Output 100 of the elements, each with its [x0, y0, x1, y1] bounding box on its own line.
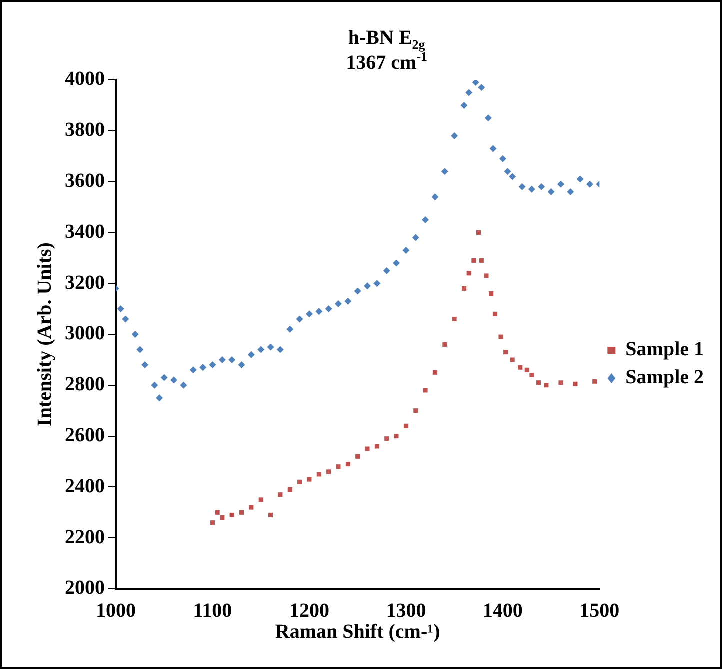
- point: [258, 498, 264, 502]
- point: [394, 434, 399, 439]
- x-axis-title: Raman Shift (cm-¹): [275, 621, 440, 644]
- point: [296, 316, 304, 323]
- point: [346, 462, 350, 467]
- point: [142, 362, 149, 369]
- point: [278, 492, 283, 498]
- point: [536, 380, 541, 386]
- point: [364, 282, 372, 290]
- point: [117, 306, 124, 313]
- point: [316, 308, 323, 316]
- point: [576, 176, 584, 183]
- point: [414, 408, 418, 414]
- y-axis-title: Intensity (Arb. Units): [34, 242, 56, 426]
- point: [484, 274, 489, 278]
- point: [592, 379, 598, 384]
- x-tick-label: 1500: [580, 600, 620, 622]
- point: [499, 155, 506, 162]
- point: [498, 334, 504, 340]
- point: [466, 89, 473, 96]
- point: [316, 472, 322, 477]
- point: [268, 512, 274, 518]
- point: [286, 326, 294, 333]
- point: [298, 480, 302, 484]
- point: [432, 370, 438, 375]
- point: [518, 365, 523, 370]
- point: [230, 512, 234, 518]
- point: [466, 271, 472, 276]
- point: [170, 376, 178, 384]
- point: [528, 186, 536, 193]
- point: [423, 388, 428, 393]
- point: [122, 316, 130, 323]
- point: [325, 306, 332, 313]
- point: [460, 102, 468, 109]
- point: [518, 183, 526, 190]
- point: [239, 510, 244, 515]
- point: [288, 487, 292, 492]
- point: [220, 515, 225, 520]
- point: [558, 380, 564, 386]
- point: [210, 520, 215, 526]
- point: [249, 505, 254, 510]
- point: [228, 356, 236, 364]
- point: [336, 464, 341, 470]
- point: [452, 316, 457, 322]
- y-tick-label: 4000: [65, 68, 105, 90]
- point: [326, 470, 332, 474]
- x-tick-label: 1100: [193, 600, 232, 622]
- point: [504, 350, 508, 355]
- point: [151, 382, 158, 389]
- point: [200, 364, 207, 372]
- point: [567, 188, 574, 196]
- point: [258, 346, 265, 354]
- point: [267, 344, 274, 351]
- point: [476, 230, 482, 235]
- point: [442, 342, 448, 347]
- point: [215, 510, 220, 515]
- point: [209, 362, 216, 369]
- point: [276, 346, 284, 354]
- point: [490, 145, 497, 152]
- x-tick-label: 1200: [289, 600, 330, 622]
- point: [451, 132, 458, 140]
- point: [557, 180, 564, 188]
- point: [136, 346, 144, 354]
- point: [509, 173, 516, 180]
- y-tick-label: 2600: [65, 424, 105, 446]
- y-tick-label: 3000: [65, 322, 105, 345]
- point: [530, 372, 534, 378]
- point: [544, 383, 549, 388]
- point: [432, 194, 439, 201]
- point: [404, 424, 408, 428]
- y-tick-label: 3600: [65, 170, 105, 192]
- point: [160, 374, 168, 382]
- point: [248, 351, 255, 358]
- x-tick-label: 1300: [386, 600, 426, 622]
- point: [441, 168, 448, 176]
- point: [354, 288, 362, 295]
- point: [190, 366, 197, 374]
- y-tick-label: 2200: [65, 526, 105, 548]
- point: [402, 247, 410, 254]
- point: [478, 84, 486, 92]
- y-tick-label: 2000: [65, 577, 105, 600]
- point: [492, 312, 498, 316]
- x-tick-label: 1000: [96, 600, 136, 622]
- point: [307, 477, 312, 482]
- y-tick-label: 2400: [65, 475, 105, 498]
- point: [462, 286, 466, 291]
- point: [374, 444, 380, 449]
- point: [393, 260, 400, 267]
- y-tick-label: 3200: [65, 272, 105, 294]
- point: [356, 454, 360, 459]
- legend-label: Sample 1: [626, 338, 704, 361]
- point: [510, 358, 515, 362]
- point: [180, 382, 188, 389]
- point: [548, 188, 555, 196]
- point: [422, 216, 430, 224]
- point: [365, 446, 370, 452]
- point: [334, 300, 342, 308]
- point: [586, 180, 594, 188]
- point: [374, 280, 381, 288]
- point: [472, 80, 480, 86]
